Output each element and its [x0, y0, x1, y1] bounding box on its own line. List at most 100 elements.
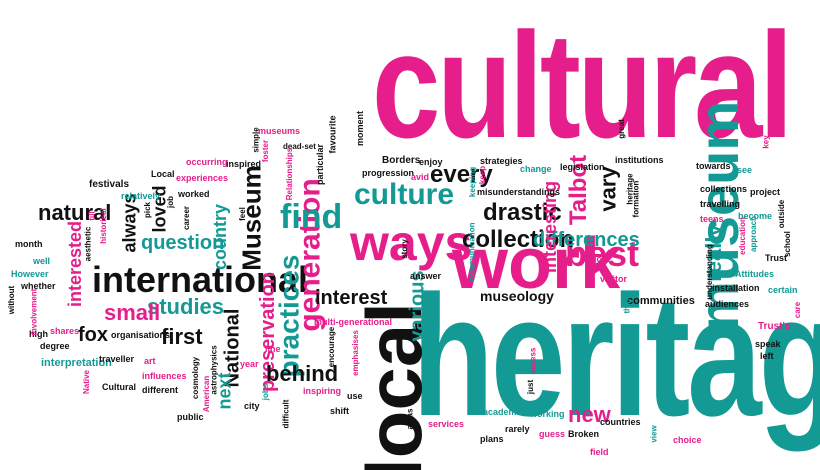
word-speak: speak — [755, 339, 781, 349]
word-become: become — [738, 211, 773, 221]
word-institutions: institutions — [615, 155, 664, 165]
word-first: first — [161, 324, 203, 349]
word-answer: answer — [410, 271, 442, 281]
word-Trust: Trust — [765, 253, 788, 263]
word-American: American — [202, 375, 212, 413]
word-historical: historical — [98, 208, 108, 244]
word-services: services — [428, 419, 465, 429]
word-difficult: difficult — [281, 399, 291, 429]
word-relatively: relatively — [121, 191, 161, 201]
word-line: line — [265, 344, 281, 354]
word-small: small — [104, 300, 161, 325]
word-aesthetic: aesthetic — [83, 226, 93, 262]
word-certain: certain — [768, 285, 798, 295]
word-whether: whether — [21, 281, 56, 291]
word-formation: formation — [631, 180, 641, 218]
word-foster: foster — [261, 139, 271, 163]
word-avid: avid — [411, 172, 430, 182]
word-much: much — [583, 254, 608, 264]
word-great: great — [616, 119, 626, 139]
word-However: However — [11, 269, 49, 279]
word-encourage: encourage — [327, 326, 337, 368]
word-involvement: involvement — [29, 288, 39, 336]
word-organisations: organisations — [111, 330, 171, 340]
word-find: find — [280, 198, 343, 236]
word-public: public — [177, 412, 204, 422]
word-inspiring: inspiring — [303, 386, 341, 396]
word-countries: countries — [600, 417, 641, 427]
word-approach: approach — [749, 215, 759, 253]
word-access: access — [528, 347, 538, 375]
word-country: country — [210, 203, 231, 271]
word-behind: behind — [266, 361, 339, 386]
word-Broken: Broken — [568, 429, 600, 439]
word-Borders: Borders — [382, 155, 421, 166]
word-favourite: favourite — [327, 115, 338, 154]
word-think: think — [622, 294, 632, 314]
word-Cultural: Cultural — [102, 382, 137, 392]
word-keep: keep — [478, 165, 488, 185]
word-festivals: festivals — [89, 179, 130, 190]
word-audiences: audiences — [705, 299, 750, 309]
word-career: career — [182, 205, 192, 231]
word-Attitudes: Attitudes — [735, 269, 774, 279]
word-jobs: jobs — [261, 383, 271, 401]
word-studies: studies — [147, 294, 225, 319]
word-outside: outside — [777, 199, 787, 229]
word-Local: Local — [151, 169, 175, 179]
word-interpretation: interpretation — [41, 357, 112, 369]
word-travelling: travelling — [700, 199, 741, 209]
word-various: various — [406, 270, 429, 342]
word-occurring: occurring — [186, 157, 228, 167]
word-collection: collection — [462, 226, 575, 253]
word-interest: interest — [315, 287, 388, 309]
word-drastic: drastic — [483, 199, 562, 226]
word-emphasises: emphasises — [350, 330, 360, 376]
word-moment: moment — [355, 110, 366, 147]
word-installation: installation — [712, 283, 760, 293]
word-legislation: legislation — [560, 162, 605, 172]
word-Native: Native — [82, 369, 92, 395]
word-culture: culture — [354, 178, 455, 211]
word-different: different — [142, 385, 178, 395]
word-ways: ways — [350, 215, 473, 271]
word-project: project — [750, 187, 781, 197]
word-high: high — [29, 329, 48, 339]
word-year: year — [240, 359, 259, 369]
word-museology: museology — [480, 288, 554, 304]
word-see: see — [737, 165, 753, 175]
word-new: new — [568, 402, 611, 427]
word-every: every — [430, 161, 493, 188]
word-well: well — [33, 256, 51, 266]
word-progression: progression — [362, 168, 415, 178]
word-always: always — [119, 193, 140, 253]
word-particular: particular — [315, 143, 326, 186]
word-multi-generational: multi-generational — [314, 317, 393, 327]
word-key: key — [761, 135, 771, 149]
word-influences: influences — [142, 371, 187, 381]
word-Trusts: Trust's — [758, 321, 791, 332]
word-international: international — [92, 259, 309, 300]
word-field: field — [590, 447, 609, 457]
word-degree: degree — [40, 341, 70, 351]
word-cultural: cultural — [372, 1, 793, 169]
word-shift: shift — [330, 406, 349, 416]
word-without: without — [7, 285, 17, 315]
word-enjoy: enjoy — [419, 157, 443, 167]
word-education: education — [737, 217, 747, 255]
word-communication: communication — [467, 222, 477, 282]
word-teens: teens — [700, 214, 724, 224]
word-choice: choice — [673, 435, 702, 445]
word-pick: pick — [143, 201, 153, 219]
word-misunderstandings: misunderstandings — [477, 187, 561, 197]
word-plans: plans — [480, 434, 504, 444]
word-communities: communities — [627, 295, 695, 307]
word-interested: interested — [65, 220, 86, 308]
word-shares: shares — [50, 326, 80, 336]
word-rarely: rarely — [505, 424, 530, 434]
word-towards: towards — [696, 161, 731, 171]
word-simple: simple — [251, 127, 261, 153]
word-visitor: visitor — [600, 274, 628, 284]
word-astrophysics: astrophysics — [209, 345, 219, 395]
word-care: care — [793, 301, 803, 319]
